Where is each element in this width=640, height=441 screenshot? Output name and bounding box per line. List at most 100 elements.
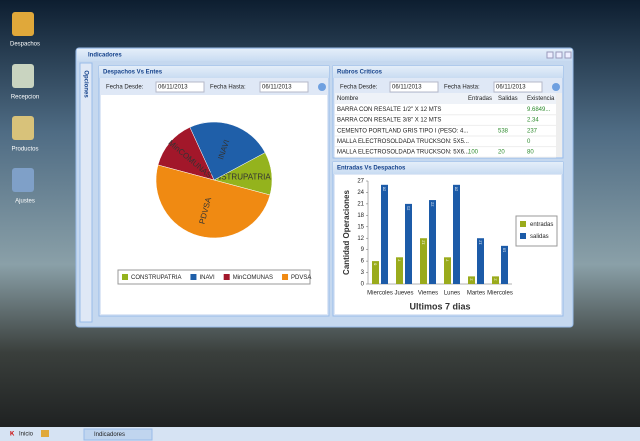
pie-slice [155,164,271,239]
date-value: 06/11/2013 [392,85,422,91]
value-label: 22 [430,201,435,206]
sidebar-title: Opciones [82,70,88,98]
table-cell: 80 [527,149,534,155]
icon[interactable]: Despachos [10,12,40,48]
task-button[interactable] [83,428,153,441]
legend-label: MinCOMUNAS [233,275,273,281]
y-tick-label: 21 [357,201,364,207]
bar [453,184,460,284]
x-axis-label: Ultimos 7 dias [409,301,470,311]
y-tick-label: 0 [361,282,365,288]
icon[interactable]: Productos [11,116,39,153]
sidebar[interactable] [79,62,93,323]
legend-swatch [190,274,197,280]
x-tick-label: Lunes [444,291,460,297]
bar [420,238,427,284]
bar [477,238,484,284]
legend [117,269,311,285]
bar [429,200,436,284]
pie-slice [189,121,266,181]
field-label: Fecha Desde: [340,85,378,91]
date-field[interactable] [259,81,309,93]
y-axis-label: Cantidad Operaciones [342,190,351,275]
bar [381,184,388,284]
date-value: 06/11/2013 [158,85,188,91]
bar [444,257,451,284]
legend-swatch [520,221,526,227]
value-label: 12 [478,239,483,244]
pie-slice [157,126,215,181]
refresh-button[interactable] [552,83,560,91]
panel-title: Rubros Criticos [337,70,383,76]
slice-label: CONSTRUPATRIA [203,172,271,181]
bar [501,245,508,284]
x-tick-label: Martes [467,291,485,297]
table-cell: CEMENTO PORTLAND GRIS TIPO I (PESO: 4... [337,128,469,134]
y-tick-label: 12 [357,236,364,242]
legend-swatch [223,274,230,280]
start-icon: K [10,432,15,438]
legend [515,215,558,247]
table-cell: MALLA ELECTROSOLDADA TRUCKSON: 5X6... [337,149,469,155]
field-label: Fecha Hasta: [210,85,246,91]
value-label: 6 [373,262,378,265]
quick-launch[interactable] [41,430,49,437]
value-label: 2 [469,278,474,281]
panel-title: Entradas Vs Despachos [337,166,406,172]
value-label: 26 [454,186,459,191]
date-value: 06/11/2013 [496,85,526,91]
window-title: Indicadores [88,53,122,59]
legend-label: entradas [530,222,553,228]
date-field[interactable] [389,81,439,93]
y-tick-label: 15 [357,224,364,230]
icon-label: Recepcion [11,95,39,101]
date-field[interactable] [493,81,543,93]
table-cell: BARRA CON RESALTE 1/2" X 12 MTS [337,107,441,113]
table-cell: BARRA CON RESALTE 3/8" X 12 MTS [337,118,441,124]
field-label: Fecha Desde: [106,85,144,91]
field-label: Fecha Hasta: [444,85,480,91]
table-cell: 9.6849... [527,107,551,113]
window-buttons[interactable] [546,51,572,59]
legend-label: CONSTRUPATRIA [131,275,181,281]
table-cell: 100 [468,149,479,155]
icon[interactable]: Ajustes [12,168,35,205]
icon-label: Despachos [10,42,40,48]
start-button[interactable]: Inicio [19,432,34,438]
value-label: 7 [397,259,402,262]
value-label: 26 [382,186,387,191]
value-label: 10 [502,247,507,252]
bar [372,261,379,284]
y-tick-label: 18 [357,213,364,219]
legend-label: INAVI [199,275,215,281]
value-label: 21 [406,205,411,210]
column-header: Existencia [527,96,555,102]
bar [492,276,499,284]
date-value: 06/11/2013 [262,85,292,91]
taskbar [0,427,640,441]
task-label: Indicadores [94,432,125,438]
table-cell: MALLA ELECTROSOLDADA TRUCKSON: 5X5... [337,139,469,145]
icon-label: Productos [11,147,38,153]
legend-swatch [282,274,289,280]
value-label: 2 [493,278,498,281]
legend-swatch [122,274,128,280]
table-cell: 0 [527,139,531,145]
refresh-button[interactable] [318,83,326,91]
icon[interactable]: Recepcion [11,64,39,101]
table-cell: 237 [527,128,538,134]
date-field[interactable] [155,81,205,93]
y-tick-label: 27 [357,179,364,185]
column-header: Entradas [468,96,492,102]
y-tick-label: 24 [357,190,364,196]
window-titlebar [77,49,572,61]
column-header: Salidas [498,96,518,102]
bar [468,276,475,284]
y-tick-label: 3 [361,270,365,276]
table-cell: 2.34 [527,118,539,124]
bar [396,257,403,284]
x-tick-label: Jueves [394,291,413,297]
panel [332,65,564,159]
